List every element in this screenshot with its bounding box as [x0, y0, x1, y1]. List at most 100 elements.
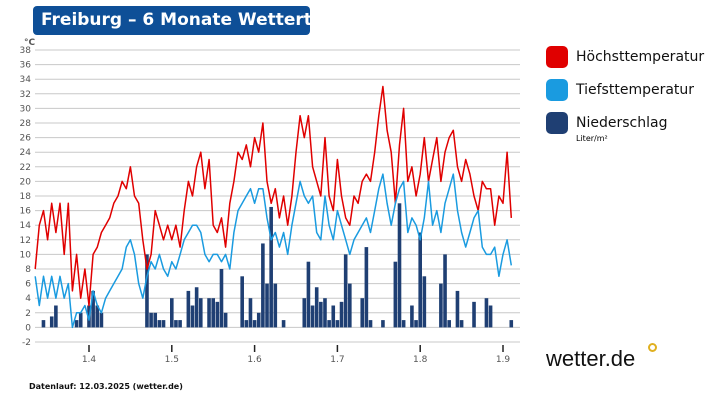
precip-bar — [178, 320, 182, 328]
precip-bar — [265, 283, 269, 328]
y-tick-label: 22 — [20, 163, 31, 173]
precip-bar — [99, 312, 104, 328]
legend-swatch-rain — [546, 112, 568, 134]
precip-bar — [54, 305, 58, 328]
precip-bar — [472, 301, 476, 328]
legend-swatch-high — [546, 46, 568, 68]
precip-bar — [348, 283, 352, 328]
legend-high: Höchsttemperatur — [546, 46, 704, 68]
legend-label-rain: Niederschlag — [576, 115, 668, 131]
precip-bar — [273, 283, 278, 328]
precip-bar — [91, 290, 95, 328]
y-tick-label: 14 — [20, 221, 32, 231]
precip-bar — [381, 320, 385, 328]
precip-bar — [153, 312, 158, 328]
precip-bar — [314, 287, 319, 328]
precip-bar — [418, 232, 422, 328]
legend-label-low: Tiefsttemperatur — [576, 82, 695, 98]
y-tick-label: 12 — [20, 236, 31, 246]
precip-bar — [149, 312, 153, 328]
footer-note: Datenlauf: 12.03.2025 (wetter.de) — [29, 382, 183, 391]
precip-bar — [447, 320, 451, 328]
precip-bar — [248, 298, 253, 328]
precip-bar — [95, 305, 100, 328]
precip-bar — [211, 298, 215, 328]
precip-bar — [252, 320, 257, 328]
precip-bar — [240, 276, 244, 328]
y-tick-label: 34 — [20, 75, 32, 85]
precip-bar — [281, 320, 286, 328]
precip-bar — [439, 283, 443, 328]
precip-bar — [455, 290, 460, 328]
precip-bar — [310, 305, 315, 328]
y-tick-label: 30 — [20, 104, 32, 114]
precip-bar — [410, 305, 414, 328]
y-tick-label: 16 — [20, 207, 32, 217]
precip-bar — [244, 320, 249, 328]
precip-bar — [393, 261, 398, 328]
chart-title: Freiburg – 6 Monate Wettertrend — [33, 6, 356, 35]
y-axis-unit: °C — [24, 38, 36, 48]
precip-bar — [509, 320, 514, 328]
precip-bar — [223, 312, 228, 328]
precip-bar — [331, 305, 336, 328]
precip-bar — [161, 320, 166, 328]
precip-bar — [368, 320, 373, 328]
y-tick-label: 36 — [20, 61, 32, 71]
precip-bar — [215, 301, 220, 328]
precip-bar — [401, 320, 406, 328]
precip-bar — [74, 320, 79, 328]
y-tick-label: 8 — [25, 265, 31, 275]
precip-bar — [261, 243, 265, 328]
legend-rain-unit: Liter/m² — [576, 134, 608, 143]
precip-bar — [323, 298, 327, 328]
legend-label-high: Höchsttemperatur — [576, 49, 705, 65]
precip-bar — [207, 298, 211, 328]
x-tick-label: 1.7 — [330, 355, 344, 365]
y-tick-label: 32 — [20, 90, 31, 100]
precip-bar — [145, 254, 149, 328]
precip-bar — [198, 298, 203, 328]
y-tick-label: -2 — [22, 338, 31, 348]
x-tick-label: 1.4 — [82, 355, 97, 365]
low-temp-line — [34, 173, 513, 329]
high-temp-line — [34, 85, 513, 307]
precip-bar — [219, 269, 224, 328]
x-tick-label: 1.9 — [496, 355, 511, 365]
precip-bar — [256, 312, 261, 328]
precip-bar — [78, 312, 83, 328]
precip-bar — [49, 316, 54, 328]
axes: -202468101214161820222426283032343638°C1… — [20, 38, 511, 365]
precip-bar — [190, 305, 195, 328]
x-tick-label: 1.6 — [247, 355, 262, 365]
precip-bar — [41, 320, 46, 328]
legend-swatch-low — [546, 79, 568, 101]
legend-low: Tiefsttemperatur — [546, 79, 694, 101]
precip-bar — [327, 320, 331, 328]
precip-bar — [488, 305, 493, 328]
precip-bar — [302, 298, 307, 328]
y-tick-label: 18 — [20, 192, 32, 202]
precip-bar — [174, 320, 178, 328]
precip-bar — [170, 298, 174, 328]
precip-bar — [339, 301, 344, 328]
precip-bar — [269, 206, 273, 328]
y-tick-label: 6 — [25, 280, 31, 290]
x-tick-label: 1.5 — [165, 355, 179, 365]
precip-bar — [343, 254, 348, 328]
precip-bar — [335, 320, 340, 328]
precip-bar — [397, 203, 402, 328]
precip-bar — [319, 301, 323, 328]
y-tick-label: 38 — [20, 46, 32, 56]
precip-bar — [186, 290, 191, 328]
legend-rain: Niederschlag — [546, 112, 667, 134]
y-tick-label: 4 — [25, 294, 31, 304]
y-tick-label: 24 — [20, 148, 32, 158]
precip-bar — [306, 261, 311, 328]
y-tick-label: 20 — [20, 177, 32, 187]
y-tick-label: 2 — [25, 309, 31, 319]
temp-lines — [34, 85, 513, 329]
precip-bar — [459, 320, 464, 328]
precip-bar — [194, 287, 199, 328]
